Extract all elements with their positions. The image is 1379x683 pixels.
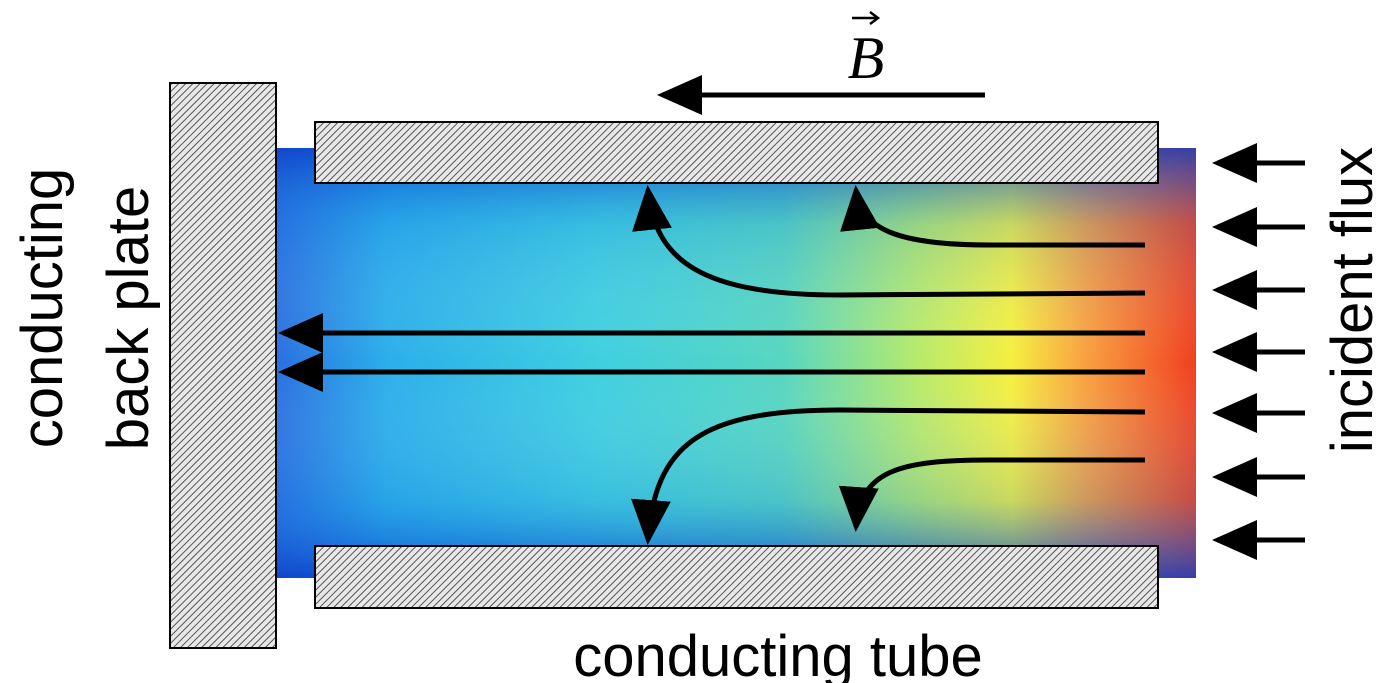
right-label: incident flux: [1320, 147, 1379, 453]
field-line: [632, 185, 1146, 298]
field-line: [631, 407, 1146, 545]
left-label-line2: back plate: [96, 186, 161, 450]
field-label: B: [848, 25, 885, 91]
tube-top: [314, 121, 1159, 184]
vector-accent: [852, 11, 881, 25]
incident-arrows: [1212, 143, 1305, 560]
flux-field-edge: [276, 148, 1196, 578]
field-line: [840, 185, 1145, 248]
field-lines: [278, 185, 1146, 545]
back-plate: [169, 82, 277, 649]
tube-bottom: [314, 545, 1159, 609]
bottom-label: conducting tube: [573, 624, 983, 683]
field-line: [838, 457, 1145, 532]
left-label-line1: conducting: [10, 168, 75, 449]
